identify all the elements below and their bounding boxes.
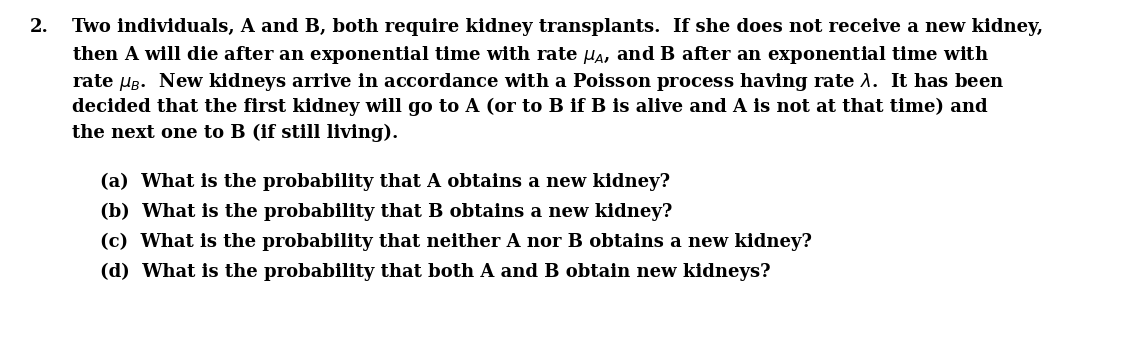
Text: the next one to B (if still living).: the next one to B (if still living). — [72, 124, 399, 142]
Text: then A will die after an exponential time with rate $\mu_A$, and B after an expo: then A will die after an exponential tim… — [72, 44, 989, 66]
Text: Two individuals, A and B, both require kidney transplants.  If she does not rece: Two individuals, A and B, both require k… — [72, 18, 1043, 36]
Text: rate $\mu_B$.  New kidneys arrive in accordance with a Poisson process having ra: rate $\mu_B$. New kidneys arrive in acco… — [72, 71, 1004, 93]
Text: (c)  What is the probability that neither A nor B obtains a new kidney?: (c) What is the probability that neither… — [100, 233, 812, 251]
Text: decided that the first kidney will go to A (or to B if B is alive and A is not a: decided that the first kidney will go to… — [72, 97, 987, 116]
Text: (d)  What is the probability that both A and B obtain new kidneys?: (d) What is the probability that both A … — [100, 263, 770, 281]
Text: (b)  What is the probability that B obtains a new kidney?: (b) What is the probability that B obtai… — [100, 202, 673, 221]
Text: (a)  What is the probability that A obtains a new kidney?: (a) What is the probability that A obtai… — [100, 172, 670, 191]
Text: 2.: 2. — [30, 18, 49, 36]
